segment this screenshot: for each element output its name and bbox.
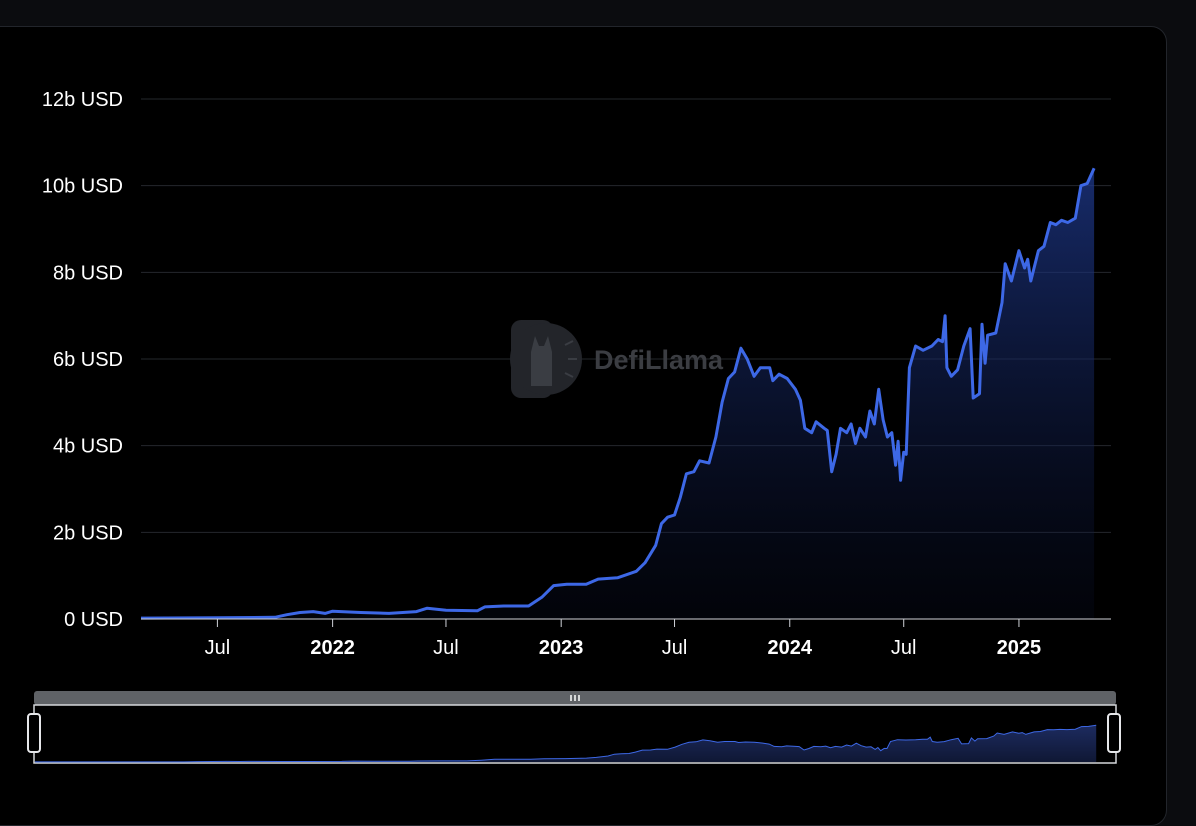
- navigator-right-handle[interactable]: [1107, 713, 1121, 753]
- x-tick-label: Jul: [433, 637, 459, 659]
- defillama-watermark: DefiLlama: [510, 320, 724, 398]
- series-line: [140, 167, 1096, 620]
- y-tick-label: 6b USD: [53, 349, 123, 371]
- watermark-text: DefiLlama: [594, 345, 724, 375]
- scrollbar-grip-icon[interactable]: [570, 695, 580, 701]
- x-tick-label: Jul: [891, 637, 917, 659]
- x-tick-label: Jul: [205, 637, 231, 659]
- range-navigator[interactable]: [27, 691, 1121, 764]
- tvl-chart: 0 USD 2b USD 4b USD 6b USD 8b USD 10b USD 12b …: [27, 89, 1121, 764]
- x-tick-label: 2023: [539, 637, 584, 659]
- y-tick-label: 2b USD: [53, 522, 123, 544]
- defillama-logo: [510, 320, 582, 398]
- y-tick-label: 12b USD: [42, 89, 123, 111]
- series-area: [141, 168, 1095, 620]
- y-tick-label: 0 USD: [64, 609, 123, 631]
- y-tick-label: 8b USD: [53, 262, 123, 284]
- x-tick-label: 2022: [310, 637, 355, 659]
- x-tick-label: 2025: [997, 637, 1042, 659]
- x-tick-label: Jul: [662, 637, 688, 659]
- navigator-mini-line: [35, 724, 1097, 763]
- y-gridlines: [141, 98, 1111, 533]
- y-axis-ticks: 0 USD 2b USD 4b USD 6b USD 8b USD 10b USD 12b …: [42, 89, 123, 631]
- navigator-mini-area: [35, 725, 1097, 762]
- navigator-left-handle[interactable]: [27, 713, 41, 753]
- x-axis-ticks: Jul 2022 Jul 2023 Jul 2024 Jul 2025: [205, 619, 1042, 659]
- x-tick-label: 2024: [768, 637, 813, 659]
- y-tick-label: 4b USD: [53, 436, 123, 458]
- y-tick-label: 10b USD: [42, 176, 123, 198]
